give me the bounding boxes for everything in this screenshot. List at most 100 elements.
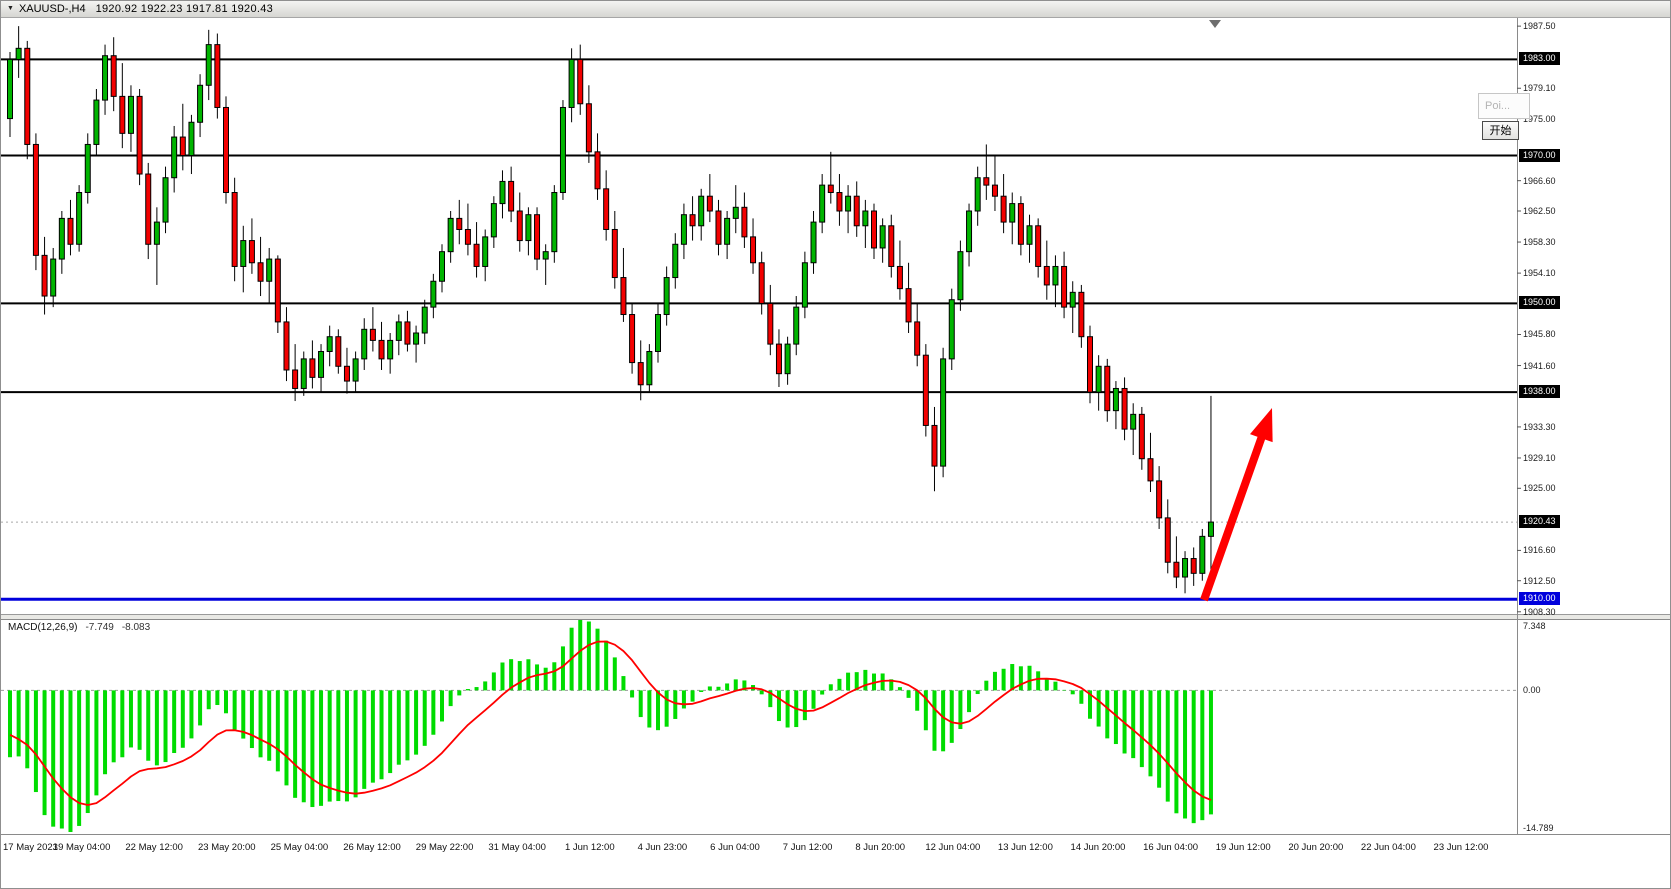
start-button[interactable]: 开始 [1482,121,1519,140]
macd-bar [1018,666,1023,691]
macd-bar [820,690,825,695]
candle-bearish [827,184,834,194]
price-tag-1950.00: 1950.00 [1519,296,1560,310]
macd-bar [85,690,90,814]
candle-bearish [1043,265,1050,286]
price-tag-1910.00: 1910.00 [1519,592,1560,606]
price-tick-label: 1933.30 [1523,421,1556,432]
candle-bearish [1147,458,1154,482]
arrow-shaft [1200,433,1267,602]
poi-panel[interactable]: Poi... [1478,93,1530,119]
chart-ohlc-quote: 1920.92 1922.23 1917.81 1920.43 [95,3,274,15]
macd-bar [1165,690,1170,802]
candle-bullish [430,280,437,308]
candle-bearish [456,217,463,230]
bid-price-tag: 1920.43 [1519,515,1560,529]
panel-splitter[interactable] [1,614,1671,620]
macd-bar [915,690,920,711]
macd-bar [612,657,617,691]
candle-bullish [387,339,394,360]
candle-bullish [1182,558,1189,578]
macd-bar [327,690,332,802]
macd-bar [448,690,453,707]
macd-bar [16,690,21,757]
candle-bearish [214,44,221,108]
candle-bearish [24,47,31,145]
macd-bar [699,690,704,693]
macd-bar [215,690,220,706]
macd-bar [388,690,393,774]
macd-bar [1010,664,1015,691]
macd-bar [310,690,315,808]
macd-bar [725,683,730,691]
price-tag-1970.00: 1970.00 [1519,148,1560,162]
candle-bearish [179,136,186,157]
macd-bar [180,690,185,748]
candle-bearish [629,314,636,364]
candle-bullish [439,251,445,282]
macd-bar [353,690,358,798]
macd-bar [1174,690,1179,814]
macd-bar [837,678,842,691]
candle-bearish [378,339,385,360]
candle-bearish [369,328,376,341]
macd-bar [42,690,47,816]
time-tick-label: 8 Jun 20:00 [855,842,906,853]
macd-bar [68,690,73,832]
macd-bar [621,676,626,691]
macd-bar [647,690,652,728]
price-scale[interactable]: 1987.50 1979.10 1975.00 1966.60 1962.50 1958.… [1518,18,1670,835]
macd-bar [664,690,669,727]
time-tick-label: 19 May 04:00 [52,842,111,853]
macd-bar [1131,690,1136,759]
candle-bearish [1035,225,1042,267]
candle-bearish [1000,195,1007,223]
candle-bearish [871,210,877,249]
candle-bullish [646,350,653,386]
candle-bearish [274,258,281,323]
candle-bullish [395,321,402,341]
candle-bullish [499,180,506,205]
macd-bar [1027,665,1032,691]
macd-bar [172,690,177,754]
candle-bearish [991,184,998,197]
macd-bar [293,690,298,798]
time-tick-label: 19 Jun 12:00 [1215,842,1271,853]
macd-bar [595,628,600,691]
macd-bar [370,690,375,783]
macd-bar [362,690,367,789]
chart-shift-marker-icon [1209,20,1221,28]
candle-bullish [197,84,204,123]
price-tag-1938.00: 1938.00 [1519,385,1560,399]
candle-bearish [534,214,541,260]
macd-bar [776,690,781,722]
candle-bullish [15,47,22,60]
price-tag-1983.00: 1983.00 [1519,52,1560,66]
candle-bearish [983,177,990,186]
macd-bar [301,690,306,803]
time-tick-label: 7 Jun 12:00 [782,842,833,853]
candle-bearish [508,180,515,212]
candle-bullish [1112,387,1119,412]
time-tick-label: 23 Jun 12:00 [1433,842,1489,853]
macd-bar [94,690,99,796]
candle-bearish [1190,558,1197,574]
time-tick-label: 4 Jun 23:00 [637,842,688,853]
macd-bar [483,681,488,691]
candle-bullish [188,121,195,157]
time-tick-label: 26 May 12:00 [343,842,401,853]
candle-bullish [879,225,886,249]
candle-bullish [966,210,973,253]
macd-bar [258,690,263,758]
time-tick-label: 20 Jun 20:00 [1288,842,1344,853]
macd-bar [846,672,851,691]
macd-bar [1183,690,1188,819]
candle-bullish [58,217,65,260]
time-scale[interactable]: 17 May 2023 19 May 04:00 22 May 12:00 23 Ma… [1,835,1670,863]
macd-bar [1200,690,1205,821]
macd-bar [206,690,211,710]
macd-bar [768,690,773,708]
macd-bar [630,690,635,698]
time-tick-label: 31 May 04:00 [488,842,546,853]
